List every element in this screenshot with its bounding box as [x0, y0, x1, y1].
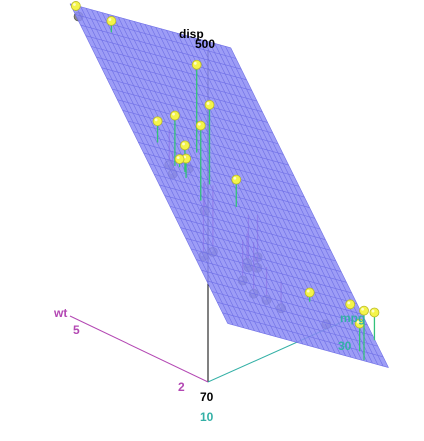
point-sphere — [180, 140, 190, 151]
point-highlight — [356, 320, 360, 324]
regression-plane — [69, 3, 389, 368]
point-highlight — [73, 3, 76, 6]
data-point-23 — [231, 174, 242, 207]
plane-grid-line — [225, 46, 384, 367]
point-sphere — [231, 174, 242, 185]
point-highlight — [197, 122, 201, 126]
point-sphere — [191, 59, 202, 70]
point-sphere — [152, 116, 163, 127]
z-axis-label: disp — [179, 27, 204, 41]
plane-grid-line — [90, 46, 252, 91]
plane-grid-line — [80, 24, 242, 70]
point-sphere — [170, 110, 180, 121]
plane-grid-line — [203, 40, 362, 361]
wt-axis-tick-high: 5 — [73, 323, 80, 337]
point-sphere — [304, 287, 315, 298]
data-point-28 — [345, 299, 356, 310]
point-sphere — [204, 99, 215, 110]
z-axis-tick: 500 — [195, 37, 215, 51]
point-highlight — [371, 309, 375, 313]
point-highlight — [172, 112, 175, 116]
data-point-27 — [304, 287, 315, 302]
data-point-6 — [170, 110, 180, 166]
plane-grid-line — [219, 44, 379, 365]
mpg-axis-tick-high: 30 — [338, 339, 352, 353]
data-point-3 — [106, 16, 117, 33]
mpg-axis-label: mpg — [340, 311, 365, 325]
data-point-30 — [369, 307, 380, 341]
point-highlight — [347, 301, 351, 305]
points-above-plane — [70, 1, 380, 361]
point-sphere — [345, 299, 356, 310]
data-point-16 — [195, 120, 206, 201]
point-highlight — [176, 156, 180, 160]
point-highlight — [361, 307, 364, 311]
point-highlight — [108, 18, 112, 21]
plane-grid-line — [209, 41, 368, 362]
data-point-32 — [359, 305, 369, 361]
point-highlight — [193, 61, 197, 65]
data-point-1 — [70, 1, 81, 11]
wt-axis-line — [69, 315, 209, 383]
point-sphere — [369, 307, 380, 318]
mpg-axis-tick-low: 10 — [200, 410, 214, 424]
data-point-5 — [204, 99, 215, 185]
point-sphere — [174, 154, 185, 164]
wt-axis-tick-low: 2 — [178, 380, 185, 394]
plane-grid-line — [75, 14, 237, 59]
wt-axis-label: wt — [53, 306, 67, 320]
plane-grid-line — [85, 35, 247, 81]
point-highlight — [182, 142, 185, 146]
data-point-4 — [152, 116, 163, 143]
origin-tick: 70 — [200, 390, 214, 404]
plane-grid-line — [214, 43, 373, 364]
point-sphere — [106, 16, 117, 26]
point-highlight — [206, 102, 210, 105]
point-highlight — [154, 118, 158, 122]
point-highlight — [233, 176, 237, 180]
point-sphere — [70, 1, 81, 11]
point-highlight — [306, 289, 310, 293]
data-point-12 — [191, 59, 202, 153]
point-sphere — [195, 120, 206, 131]
data-point-17 — [174, 154, 185, 168]
plane-grid-line — [69, 3, 231, 49]
